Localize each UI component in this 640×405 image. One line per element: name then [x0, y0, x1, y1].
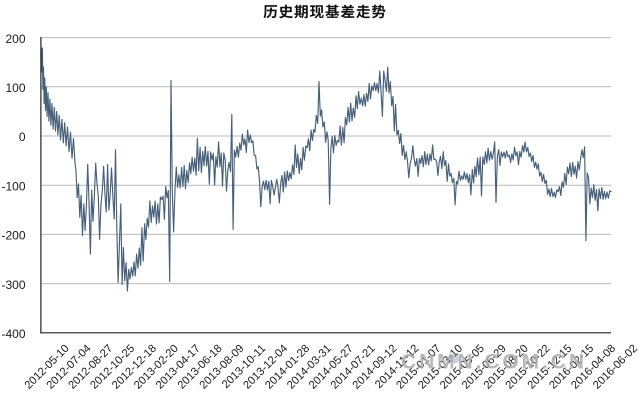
- svg-text:100: 100: [5, 81, 25, 95]
- svg-text:CNMN.COM.CN: CNMN.COM.CN: [401, 351, 587, 374]
- svg-text:0: 0: [19, 130, 26, 144]
- svg-text:-400: -400: [1, 327, 25, 341]
- svg-text:-300: -300: [1, 278, 25, 292]
- svg-text:200: 200: [5, 32, 25, 46]
- svg-text:-100: -100: [1, 179, 25, 193]
- svg-text:-200: -200: [1, 229, 25, 243]
